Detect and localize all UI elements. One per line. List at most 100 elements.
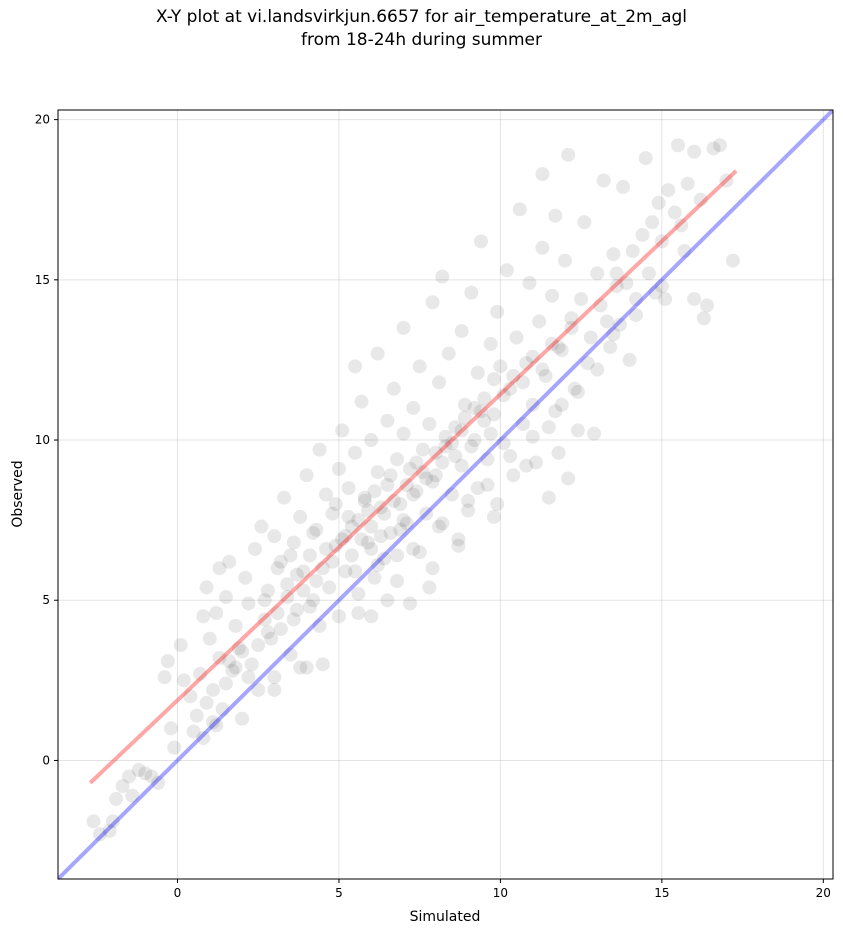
scatter-point (432, 519, 447, 534)
scatter-point (596, 173, 611, 188)
scatter-point (399, 516, 414, 531)
scatter-point (448, 449, 463, 464)
x-tick-label: 0 (174, 886, 182, 900)
scatter-point (344, 519, 359, 534)
scatter-point (680, 176, 695, 191)
scatter-point (483, 336, 498, 351)
scatter-point (367, 484, 382, 499)
chart-title-line2: from 18-24h during summer (301, 30, 542, 50)
scatter-point (561, 147, 576, 162)
scatter-point (486, 407, 501, 422)
scatter-point (545, 288, 560, 303)
scatter-point (480, 477, 495, 492)
scatter-point (92, 827, 107, 842)
scatter-point (131, 763, 146, 778)
scatter-point (412, 359, 427, 374)
scatter-point (528, 455, 543, 470)
scatter-point (302, 548, 317, 563)
scatter-point (554, 343, 569, 358)
scatter-point (296, 583, 311, 598)
y-tick-label: 15 (35, 273, 50, 287)
scatter-point (470, 365, 485, 380)
scatter-point (609, 279, 624, 294)
scatter-point (244, 657, 259, 672)
scatter-point (306, 593, 321, 608)
scatter-point (674, 218, 689, 233)
scatter-point (583, 330, 598, 345)
scatter-point (654, 279, 669, 294)
scatter-point (448, 420, 463, 435)
scatter-point (538, 368, 553, 383)
scatter-point (348, 359, 363, 374)
scatter-point (587, 426, 602, 441)
scatter-point (183, 689, 198, 704)
scatter-point (260, 583, 275, 598)
scatter-point (483, 426, 498, 441)
scatter-point (390, 548, 405, 563)
scatter-point (412, 545, 427, 560)
scatter-point (322, 580, 337, 595)
scatter-point (519, 458, 534, 473)
scatter-point (464, 439, 479, 454)
scatter-point (616, 179, 631, 194)
scatter-point (432, 375, 447, 390)
scatter-point (564, 311, 579, 326)
scatter-point (199, 695, 214, 710)
regression-line (88, 169, 738, 785)
scatter-point (503, 381, 518, 396)
scatter-point (354, 394, 369, 409)
x-tick-label: 10 (493, 886, 508, 900)
scatter-point (235, 711, 250, 726)
scatter-point (351, 606, 366, 621)
scatter-point (257, 612, 272, 627)
scatter-point (635, 227, 650, 242)
plot-frame (57, 109, 834, 880)
scatter-point (328, 497, 343, 512)
scatter-point (390, 574, 405, 589)
scatter-point (196, 731, 211, 746)
identity-line (58, 110, 833, 879)
scatter-point (273, 622, 288, 637)
scatter-point (409, 455, 424, 470)
scatter-point (267, 670, 282, 685)
scatter-point (419, 471, 434, 486)
scatter-point (209, 718, 224, 733)
scatter-point (138, 766, 153, 781)
scatter-point (357, 490, 372, 505)
scatter-point (164, 721, 179, 736)
axis-ticks: 0 5 10 15 20 0 5 10 15 20 (35, 113, 831, 900)
x-tick-label: 15 (654, 886, 669, 900)
scatter-point (719, 173, 734, 188)
scatter-point (212, 561, 227, 576)
scatter-point (364, 519, 379, 534)
scatter-point (209, 606, 224, 621)
scatter-point (144, 769, 159, 784)
scatter-point (493, 359, 508, 374)
scatter-point (396, 513, 411, 528)
scatter-point (402, 461, 417, 476)
scatter-point (122, 769, 137, 784)
scatter-point (671, 138, 685, 153)
y-tick-label: 0 (42, 753, 50, 767)
scatter-point (299, 468, 314, 483)
scatter-point (325, 506, 340, 521)
scatter-point (277, 490, 292, 505)
scatter-point (541, 490, 556, 505)
scatter-point (380, 413, 395, 428)
scatter-point (619, 276, 634, 291)
scatter-point (361, 535, 375, 550)
scatter-point (86, 814, 101, 829)
scatter-point (599, 314, 614, 329)
x-axis-label: Simulated (410, 909, 481, 925)
scatter-point (280, 577, 295, 592)
scatter-point (525, 349, 540, 364)
scatter-point (393, 497, 408, 512)
y-axis-label: Observed (10, 460, 26, 527)
scatter-point (218, 590, 233, 605)
scatter-point (651, 195, 666, 210)
scatter-point (490, 304, 505, 319)
scatter-point (338, 564, 353, 579)
scatter-point (364, 433, 379, 448)
scatter-point (554, 397, 569, 412)
scatter-point (267, 682, 282, 697)
